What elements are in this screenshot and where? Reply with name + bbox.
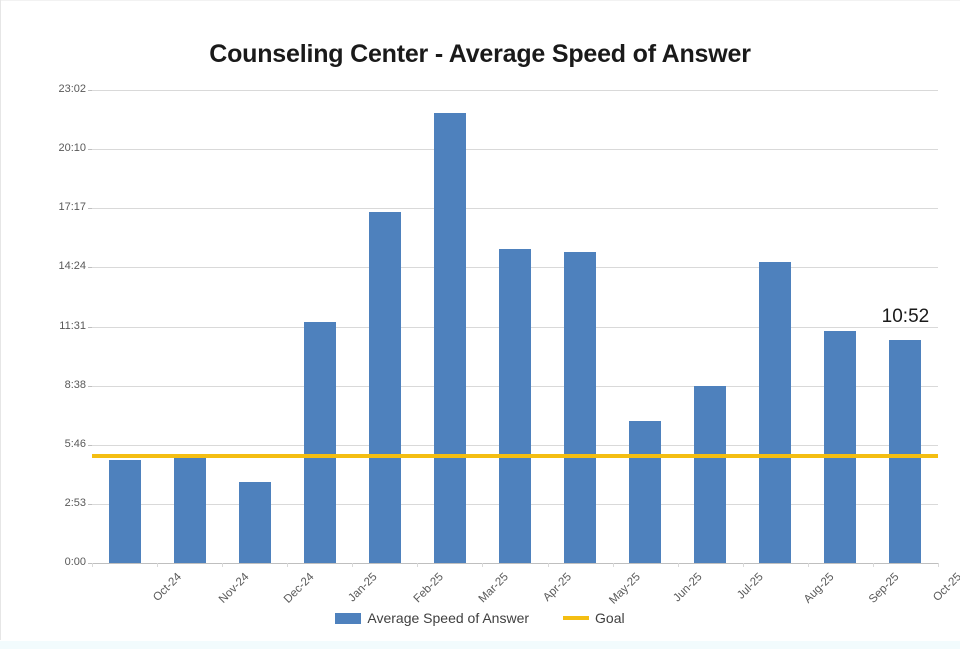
y-axis-tick-mark (88, 563, 93, 564)
plot-area: 10:52 (92, 90, 938, 564)
y-axis-tick-mark (88, 267, 93, 269)
frame-bottom-strip (0, 641, 960, 649)
y-axis-tick-label: 23:02 (58, 83, 86, 95)
x-axis-tick-label: May-25 (607, 571, 643, 607)
bar (564, 251, 597, 563)
bar (433, 112, 466, 563)
gridline (92, 148, 938, 150)
x-axis-tick-label: Aug-25 (802, 571, 837, 606)
bar (303, 322, 336, 563)
y-axis-tick-mark (88, 444, 93, 446)
x-axis-tick-mark (872, 563, 874, 567)
frame-left-edge (0, 0, 1, 640)
bar (173, 456, 206, 563)
x-axis-tick-label: Oct-24 (150, 571, 184, 604)
y-axis-tick-label: 17:17 (58, 201, 86, 214)
y-axis-tick-label: 20:10 (58, 141, 86, 154)
y-axis-tick-label: 14:24 (58, 260, 86, 273)
x-axis-tick-mark (352, 563, 354, 567)
x-axis-tick-label: Nov-24 (216, 571, 252, 606)
legend-label: Goal (595, 610, 625, 626)
x-axis-tick-label: Jul-25 (735, 571, 767, 602)
gridline (92, 208, 938, 210)
goal-line (92, 453, 938, 458)
bar (499, 249, 531, 563)
y-axis-tick-label: 8:38 (64, 378, 86, 391)
bar (368, 212, 401, 563)
x-axis-tick-mark (742, 563, 744, 567)
x-axis-baseline (92, 563, 938, 564)
x-axis-tick-mark (287, 563, 289, 567)
bar (694, 386, 727, 563)
x-axis-tick-mark (417, 563, 419, 567)
y-axis-tick-mark (88, 326, 93, 328)
chart-title: Counseling Center - Average Speed of Ans… (209, 40, 751, 68)
x-axis-tick-label: Apr-25 (541, 571, 575, 604)
x-axis-tick-label: Mar-25 (476, 571, 511, 606)
gridline (92, 90, 938, 91)
y-axis-tick-mark (88, 385, 93, 387)
y-axis-tick-label: 11:31 (59, 319, 86, 332)
bar (108, 459, 141, 563)
x-axis-tick-label: Jun-25 (671, 571, 705, 605)
bar (629, 420, 662, 563)
legend-item[interactable]: Goal (563, 610, 625, 626)
data-label: 10:52 (881, 305, 930, 327)
x-axis-tick-mark (482, 563, 484, 567)
y-axis-tick-labels: 0:00 2:53 5:46 8:38 11:31 14:24 17:17 20:10 23:0… (32, 83, 93, 568)
legend-label: Average Speed of Answer (367, 610, 530, 626)
frame-top-edge (0, 0, 960, 1)
x-axis-tick-mark (92, 563, 93, 567)
y-axis-tick-mark (88, 148, 93, 150)
x-axis-tick-mark (807, 563, 809, 567)
bar (238, 481, 271, 563)
legend-line-swatch-icon (563, 616, 590, 620)
x-axis-tick-label: Jan-25 (346, 571, 380, 605)
x-axis-tick-label: Sep-25 (867, 571, 902, 606)
x-axis-tick-mark (612, 563, 614, 567)
legend-bar-swatch-icon (335, 612, 362, 624)
bar (759, 262, 792, 563)
y-axis-tick-label: 0:00 (64, 556, 86, 568)
x-axis-tick-mark (677, 563, 679, 567)
y-axis-tick-label: 5:46 (64, 437, 86, 450)
x-axis-tick-mark (547, 563, 549, 567)
bar (889, 339, 922, 563)
y-axis-tick-mark (88, 208, 93, 210)
x-axis-tick-mark (938, 563, 939, 567)
y-axis-tick-label: 2:53 (64, 496, 86, 509)
x-axis-tick-label: Feb-25 (411, 571, 446, 606)
x-axis-tick-label: Oct-25 (931, 571, 960, 604)
y-axis-tick-mark (88, 90, 93, 91)
x-axis-tick-mark (222, 563, 224, 567)
x-axis-tick-labels: Oct-24 Nov-24 Dec-24 Jan-25 Feb-25 Mar-25 Apr-… (92, 563, 960, 618)
chart-legend: Average Speed of Answer Goal (0, 610, 960, 626)
x-axis-tick-mark (157, 563, 159, 567)
bar (824, 330, 857, 563)
x-axis-tick-label: Dec-24 (281, 571, 317, 606)
y-axis-tick-mark (88, 503, 93, 505)
legend-item[interactable]: Average Speed of Answer (335, 610, 529, 626)
